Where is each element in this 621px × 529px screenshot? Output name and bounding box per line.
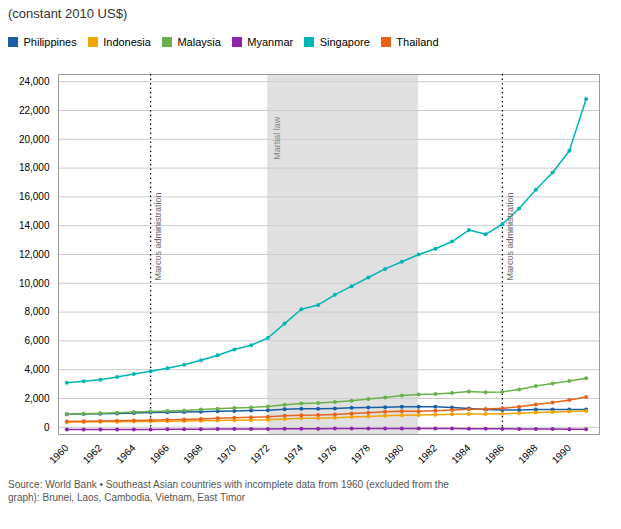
svg-text:1960: 1960 (47, 441, 71, 465)
svg-text:1972: 1972 (248, 441, 272, 465)
svg-text:1980: 1980 (382, 441, 406, 465)
svg-text:18,000: 18,000 (19, 162, 50, 173)
svg-text:6,000: 6,000 (24, 335, 49, 346)
svg-text:Marcos administration: Marcos administration (153, 192, 163, 280)
html-text:Malaysia: Malaysia (177, 35, 221, 48)
html-text:Philippines: Philippines (23, 35, 77, 48)
svg-text:0: 0 (44, 421, 50, 432)
svg-text:1968: 1968 (181, 441, 205, 465)
svg-text:12,000: 12,000 (19, 248, 50, 259)
svg-text:1978: 1978 (349, 441, 373, 465)
svg-text:1990: 1990 (550, 441, 574, 465)
svg-text:10,000: 10,000 (19, 277, 50, 288)
html-text:Source: World Bank • Southeast: Source: World Bank • Southeast Asian cou… (8, 478, 449, 503)
svg-text:1984: 1984 (449, 441, 473, 465)
svg-text:8,000: 8,000 (24, 306, 49, 317)
svg-text:1962: 1962 (81, 441, 105, 465)
svg-text:16,000: 16,000 (19, 191, 50, 202)
svg-text:24,000: 24,000 (19, 75, 50, 86)
svg-text:14,000: 14,000 (19, 219, 50, 230)
svg-text:Martial law: Martial law (272, 116, 282, 160)
html-text:Thailand: Thailand (396, 35, 439, 48)
svg-text:1976: 1976 (315, 441, 339, 465)
svg-text:4,000: 4,000 (24, 363, 49, 374)
html-text:Singapore: Singapore (319, 35, 370, 48)
html-text:Myanmar: Myanmar (247, 35, 294, 48)
svg-text:1966: 1966 (148, 441, 172, 465)
svg-text:1986: 1986 (483, 441, 507, 465)
svg-text:Marcos administration: Marcos administration (505, 192, 515, 280)
svg-text:1982: 1982 (416, 441, 440, 465)
html-text:Indonesia: Indonesia (103, 35, 151, 48)
svg-text:1974: 1974 (282, 441, 306, 465)
svg-text:1970: 1970 (215, 441, 239, 465)
svg-text:20,000: 20,000 (19, 133, 50, 144)
svg-text:2,000: 2,000 (24, 392, 49, 403)
svg-text:1988: 1988 (516, 441, 540, 465)
svg-text:1964: 1964 (114, 441, 138, 465)
svg-text:22,000: 22,000 (19, 104, 50, 115)
html-text:(constant 2010 US$): (constant 2010 US$) (8, 6, 128, 21)
